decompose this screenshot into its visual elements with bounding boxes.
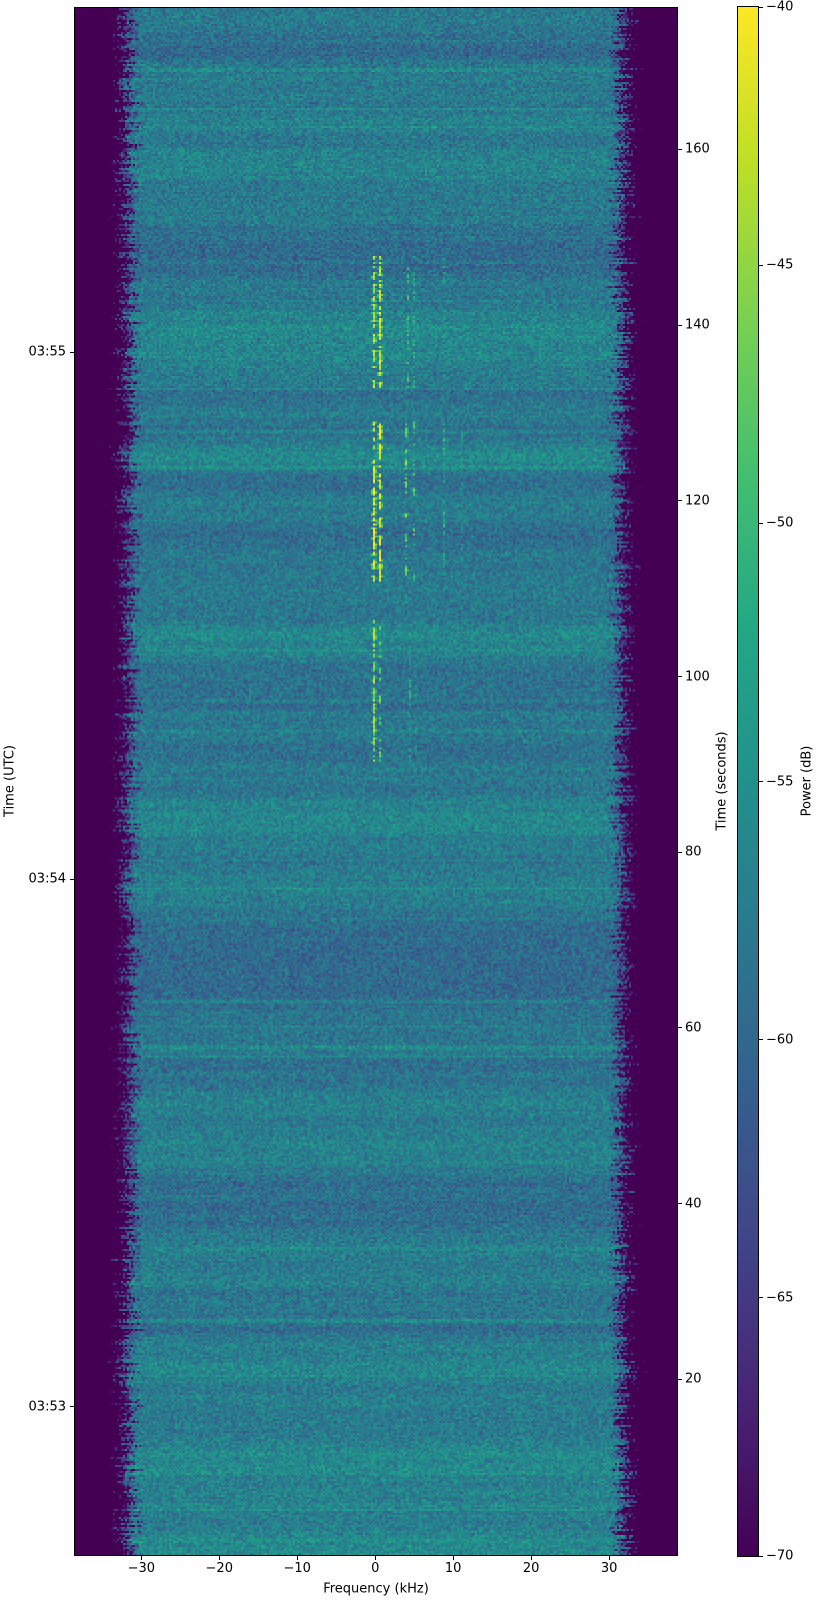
seconds-tick-label: 160 xyxy=(685,141,710,157)
seconds-tick-mark xyxy=(678,500,682,502)
freq-tick-mark xyxy=(608,1556,610,1560)
utc-tick-label: 03:55 xyxy=(28,344,66,360)
spectrogram-heatmap xyxy=(75,8,677,1555)
freq-tick-mark xyxy=(140,1556,142,1560)
plot-area-frame xyxy=(74,7,678,1556)
seconds-tick-label: 80 xyxy=(685,844,702,860)
seconds-tick-label: 40 xyxy=(685,1196,702,1212)
power-tick-label: −40 xyxy=(766,0,794,15)
utc-tick-mark xyxy=(70,1406,74,1408)
freq-tick-label: 20 xyxy=(522,1561,540,1576)
utc-tick-mark xyxy=(70,351,74,353)
freq-tick-label: −20 xyxy=(205,1561,233,1576)
power-tick-mark xyxy=(759,1297,763,1299)
power-tick-mark xyxy=(759,522,763,524)
seconds-tick-label: 100 xyxy=(685,669,710,685)
seconds-tick-mark xyxy=(678,148,682,150)
colorbar xyxy=(737,6,759,1557)
utc-tick-label: 03:54 xyxy=(28,871,66,887)
power-tick-mark xyxy=(759,1039,763,1041)
power-tick-mark xyxy=(759,1555,763,1557)
freq-tick-mark xyxy=(530,1556,532,1560)
colorbar-label: Power (dB) xyxy=(799,745,815,817)
seconds-tick-mark xyxy=(678,324,682,326)
seconds-tick-mark xyxy=(678,851,682,853)
seconds-tick-mark xyxy=(678,676,682,678)
seconds-tick-mark xyxy=(678,1203,682,1205)
seconds-tick-label: 60 xyxy=(685,1020,702,1036)
seconds-tick-label: 140 xyxy=(685,317,710,333)
power-tick-label: −65 xyxy=(766,1290,794,1306)
utc-tick-mark xyxy=(70,878,74,880)
power-tick-mark xyxy=(759,781,763,782)
freq-tick-label: 0 xyxy=(371,1561,380,1576)
seconds-tick-label: 120 xyxy=(685,493,710,509)
freq-tick-mark xyxy=(452,1556,454,1560)
power-tick-label: −50 xyxy=(766,515,794,531)
y-axis-label-utc: Time (UTC) xyxy=(2,745,18,817)
seconds-tick-mark xyxy=(678,1378,682,1380)
freq-tick-label: 30 xyxy=(600,1561,618,1576)
freq-tick-label: −30 xyxy=(127,1561,155,1576)
freq-tick-label: −10 xyxy=(283,1561,311,1576)
power-tick-mark xyxy=(759,6,763,8)
power-tick-label: −55 xyxy=(766,774,794,789)
freq-tick-mark xyxy=(296,1556,298,1560)
x-axis-label-frequency: Frequency (kHz) xyxy=(323,1581,429,1597)
y-axis-label-seconds: Time (seconds) xyxy=(714,731,730,831)
power-tick-label: −70 xyxy=(766,1548,794,1564)
utc-tick-label: 03:53 xyxy=(28,1399,66,1415)
seconds-tick-label: 20 xyxy=(685,1371,702,1387)
freq-tick-label: 10 xyxy=(444,1561,462,1576)
power-tick-label: −45 xyxy=(766,257,794,273)
colorbar-gradient xyxy=(738,7,758,1556)
freq-tick-mark xyxy=(218,1556,220,1560)
freq-tick-mark xyxy=(374,1556,376,1560)
seconds-tick-mark xyxy=(678,1027,682,1029)
power-tick-mark xyxy=(759,264,763,266)
power-tick-label: −60 xyxy=(766,1032,794,1048)
